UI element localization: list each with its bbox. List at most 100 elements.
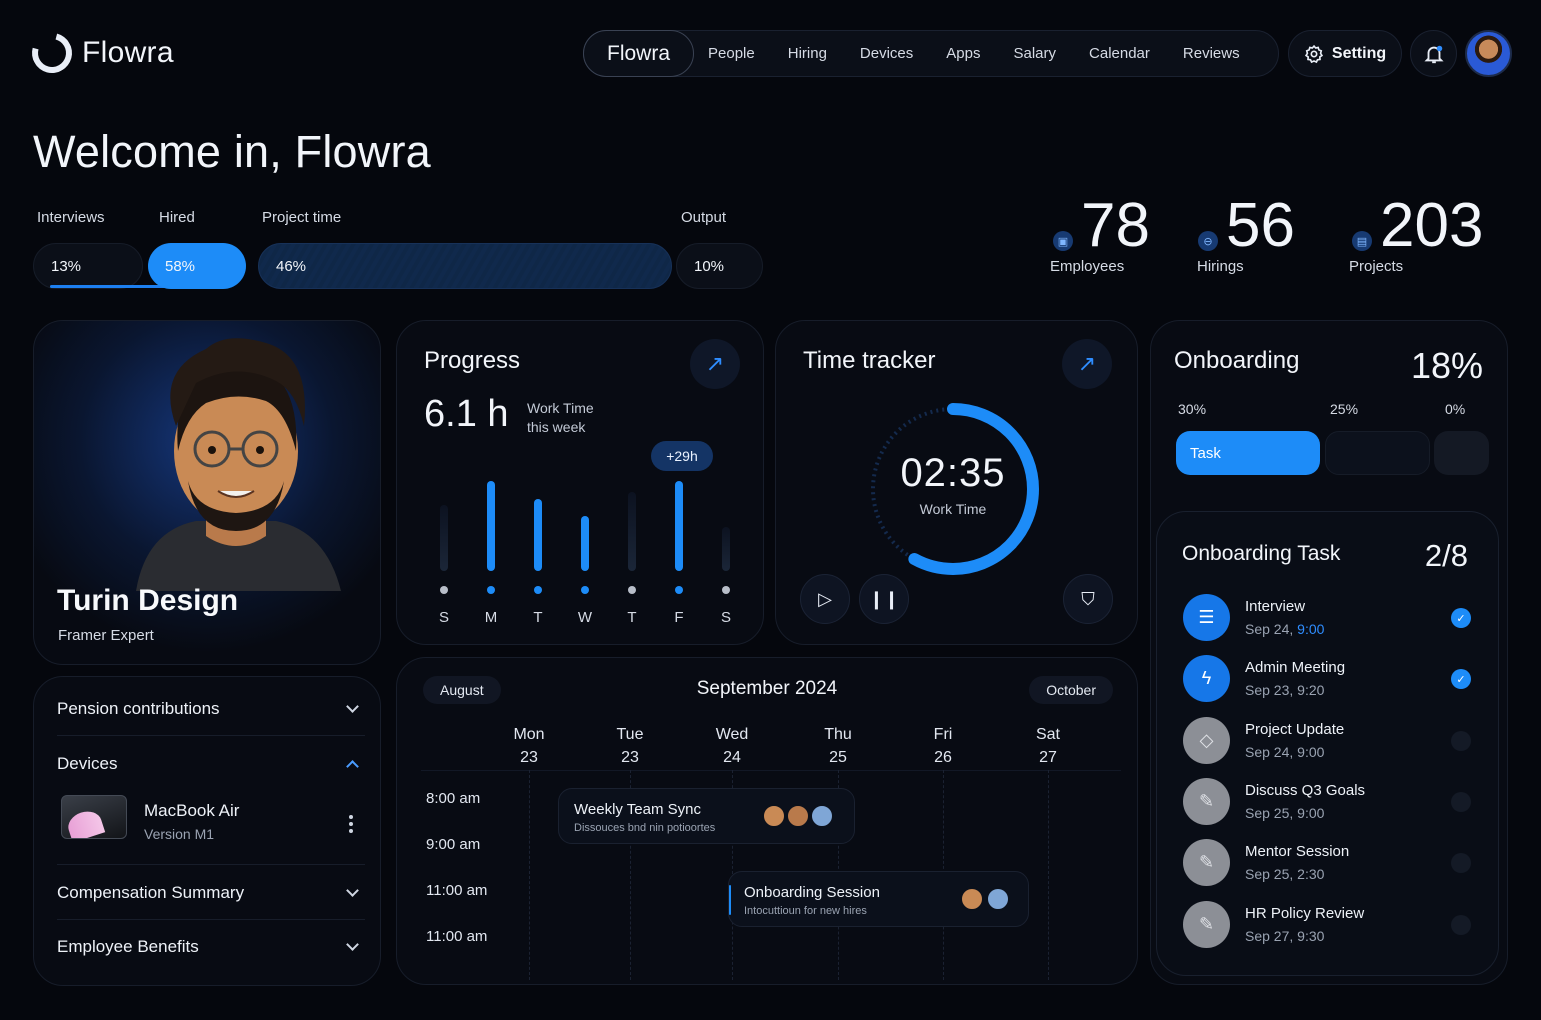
work-hours: 6.1 h bbox=[424, 393, 509, 435]
prev-month-button[interactable]: August bbox=[423, 676, 501, 704]
task-name: Discuss Q3 Goals bbox=[1245, 782, 1366, 799]
project-time-label: Project time bbox=[262, 209, 342, 226]
user-avatar[interactable] bbox=[1465, 30, 1512, 77]
task-date: Sep 25, 9:00 bbox=[1245, 805, 1325, 821]
projects-icon: ▤ bbox=[1352, 231, 1372, 251]
calendar-day-header[interactable]: Sat 27 bbox=[1035, 726, 1060, 766]
progress-expand-button[interactable]: ↗ bbox=[690, 339, 740, 389]
calendar-day-header[interactable]: Tue 23 bbox=[616, 726, 644, 766]
arrow-up-right-icon: ↗ bbox=[705, 351, 725, 376]
attendee-avatar bbox=[786, 804, 810, 828]
interviews-label: Interviews bbox=[37, 209, 105, 226]
chevron-down-icon bbox=[346, 884, 359, 897]
pencil-icon: ✎ bbox=[1183, 901, 1230, 948]
task-segment[interactable]: Task bbox=[1176, 431, 1320, 475]
unchecked-circle-icon[interactable] bbox=[1451, 853, 1471, 873]
segment-label-2: 25% bbox=[1330, 401, 1359, 417]
progress-card: Progress ↗ 6.1 h Work Time this week +29… bbox=[396, 320, 764, 645]
task-date: Sep 23, 9:20 bbox=[1245, 682, 1325, 698]
employees-label: Employees bbox=[1050, 258, 1125, 275]
time-slot-label: 9:00 am bbox=[426, 836, 481, 853]
devices-row[interactable]: Devices bbox=[57, 754, 359, 774]
checkmark-icon[interactable]: ✓ bbox=[1451, 669, 1471, 689]
calendar-day-header[interactable]: Mon 23 bbox=[513, 726, 545, 766]
event-weekly-team-sync[interactable]: Weekly Team Sync Dissouces bnd nin potio… bbox=[558, 788, 855, 844]
nav-item-people[interactable]: People bbox=[708, 45, 755, 62]
calendar-day-header[interactable]: Thu 25 bbox=[824, 726, 852, 766]
unchecked-circle-icon[interactable] bbox=[1451, 731, 1471, 751]
task-item[interactable]: ✎ Discuss Q3 Goals Sep 25, 9:00 bbox=[1183, 778, 1473, 828]
nav-item-flowra[interactable]: Flowra bbox=[583, 30, 695, 77]
task-item[interactable]: ϟ Admin Meeting Sep 23, 9:20 ✓ bbox=[1183, 655, 1473, 705]
timer-ring bbox=[867, 403, 1039, 575]
calendar-month-title: September 2024 bbox=[696, 678, 838, 699]
nav-item-salary[interactable]: Salary bbox=[1013, 45, 1057, 62]
app-name: Flowra bbox=[82, 36, 174, 69]
logo[interactable]: Flowra bbox=[24, 25, 174, 81]
day-label: T bbox=[533, 609, 543, 626]
timer-caption: Work Time bbox=[919, 501, 987, 517]
gear-icon bbox=[1304, 44, 1323, 63]
onboarding-percent: 18% bbox=[1410, 345, 1483, 386]
task-date: Sep 25, 2:30 bbox=[1245, 866, 1325, 882]
event-onboarding-session[interactable]: Onboarding Session Intocuttioun for new … bbox=[728, 871, 1029, 927]
time-slot-label: 11:00 am bbox=[426, 928, 488, 945]
devices-label: Devices bbox=[57, 754, 118, 773]
projects-count: 203 bbox=[1380, 191, 1484, 260]
device-name: MacBook Air bbox=[144, 801, 240, 820]
profile-card[interactable]: Turin Design Framer Expert bbox=[33, 320, 381, 665]
hirings-label: Hirings bbox=[1197, 258, 1244, 275]
chevron-up-icon bbox=[346, 759, 359, 773]
onboarding-task-panel: Onboarding Task 2/8 ☰ Interview Sep 24, … bbox=[1156, 511, 1499, 976]
task-date: Sep 24, 9:00 bbox=[1245, 621, 1325, 637]
profile-avatar-illustration bbox=[136, 338, 341, 591]
task-name: Interview bbox=[1245, 598, 1306, 615]
time-slot-label: 11:00 am bbox=[426, 882, 488, 899]
task-name: Mentor Session bbox=[1245, 843, 1350, 860]
unchecked-circle-icon[interactable] bbox=[1451, 792, 1471, 812]
nav-item-hiring[interactable]: Hiring bbox=[787, 45, 827, 62]
event-subtitle: Intocuttioun for new hires bbox=[744, 905, 867, 917]
employees-count: 78 bbox=[1081, 191, 1150, 260]
setting-button[interactable]: Setting bbox=[1288, 30, 1402, 77]
hirings-icon: ⊖ bbox=[1198, 231, 1218, 251]
unchecked-circle-icon[interactable] bbox=[1451, 915, 1471, 935]
nav-item-devices[interactable]: Devices bbox=[859, 45, 914, 62]
checkmark-icon[interactable]: ✓ bbox=[1451, 608, 1471, 628]
project-time-value: 46% bbox=[276, 257, 307, 275]
progress-title: Progress bbox=[424, 347, 521, 374]
benefits-row[interactable]: Employee Benefits bbox=[57, 937, 359, 957]
compensation-row[interactable]: Compensation Summary bbox=[57, 883, 359, 903]
output-value: 10% bbox=[694, 257, 725, 275]
hours-delta-badge: +29h bbox=[651, 441, 713, 471]
task-name: Admin Meeting bbox=[1245, 659, 1346, 676]
notification-button[interactable] bbox=[1410, 30, 1457, 77]
task-item[interactable]: ✎ Mentor Session Sep 25, 2:30 bbox=[1183, 839, 1473, 889]
calendar-day-header[interactable]: Wed 24 bbox=[715, 726, 749, 766]
pause-button[interactable]: ❙❙ bbox=[859, 574, 909, 624]
calendar-day-header[interactable]: Fri 26 bbox=[933, 726, 953, 766]
time-slot-label: 8:00 am bbox=[426, 790, 481, 807]
more-options-icon[interactable] bbox=[349, 815, 353, 833]
time-tracker-card: Time tracker ↗ 02:35 Work Time ▷ ❙❙ ⛉ bbox=[775, 320, 1138, 645]
nav-item-calendar[interactable]: Calendar bbox=[1089, 45, 1150, 62]
hired-pill: 58% bbox=[148, 243, 246, 289]
next-month-button[interactable]: October bbox=[1029, 676, 1113, 704]
logo-mark-icon bbox=[24, 25, 80, 81]
task-item[interactable]: ◇ Project Update Sep 24, 9:00 bbox=[1183, 717, 1473, 767]
day-label: S bbox=[438, 609, 449, 626]
tracker-expand-button[interactable]: ↗ bbox=[1062, 339, 1112, 389]
pension-row[interactable]: Pension contributions bbox=[57, 699, 359, 719]
nav-item-reviews[interactable]: Reviews bbox=[1182, 45, 1240, 62]
segment-2 bbox=[1325, 431, 1430, 475]
nav-item-apps[interactable]: Apps bbox=[946, 45, 981, 62]
task-item[interactable]: ✎ HR Policy Review Sep 27, 9:30 bbox=[1183, 901, 1473, 951]
task-item[interactable]: ☰ Interview Sep 24, 9:00 ✓ bbox=[1183, 594, 1473, 644]
shield-button[interactable]: ⛉ bbox=[1063, 574, 1113, 624]
onboarding-task-title: Onboarding Task bbox=[1182, 542, 1341, 565]
setting-label: Setting bbox=[1331, 44, 1387, 62]
onboarding-title: Onboarding bbox=[1174, 347, 1300, 374]
arrow-up-right-icon: ↗ bbox=[1077, 351, 1097, 376]
play-button[interactable]: ▷ bbox=[800, 574, 850, 624]
projects-label: Projects bbox=[1349, 258, 1404, 275]
